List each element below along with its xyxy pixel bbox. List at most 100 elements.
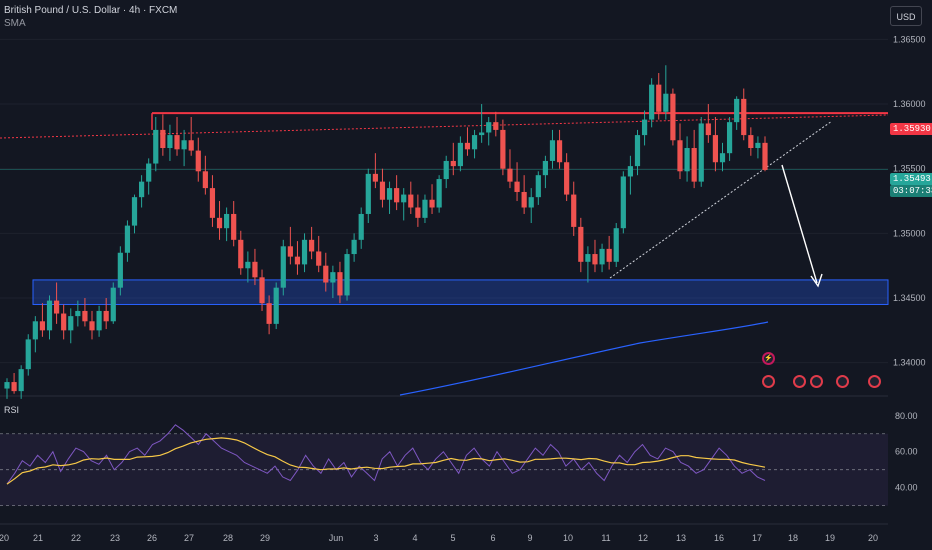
candle-body [238, 239, 244, 269]
candle-body [436, 179, 442, 208]
us-flag-icon[interactable] [810, 375, 823, 388]
candle-body [68, 316, 74, 331]
candle-body [486, 122, 492, 133]
candle-body [450, 160, 456, 167]
candle-body [96, 310, 102, 331]
sma-line [399, 321, 769, 396]
candle-body [202, 171, 208, 189]
candle-body [479, 132, 485, 136]
candle-body [422, 199, 428, 218]
price-axis-label: 1.36000 [893, 99, 926, 109]
candle-body [160, 129, 166, 149]
date-axis-label: 6 [490, 533, 495, 543]
date-axis-label: 27 [184, 533, 194, 543]
candle-body [741, 98, 747, 136]
candle-body [39, 321, 46, 331]
date-axis-label: 28 [223, 533, 233, 543]
date-axis-label: 9 [527, 533, 532, 543]
candle-body [401, 194, 407, 203]
candle-body [117, 252, 123, 288]
candle-body [344, 254, 350, 296]
candle-body [75, 310, 81, 317]
rsi-label[interactable]: RSI [4, 405, 20, 415]
rsi-axis-label: 40.00 [895, 483, 918, 493]
candle-body [337, 272, 343, 296]
price-axis-label: 1.35500 [893, 164, 926, 174]
candle-body [634, 135, 641, 167]
candle-body [712, 135, 719, 163]
candle-body [386, 188, 393, 200]
candle-body [18, 369, 24, 392]
rsi-axis-label: 60.00 [895, 447, 918, 457]
uk-flag-icon[interactable] [868, 375, 881, 388]
candle-body [32, 321, 38, 340]
candle-body [677, 140, 683, 172]
symbol-title[interactable]: British Pound / U.S. Dollar · 4h · FXCM [4, 5, 178, 16]
candle-body [131, 197, 138, 226]
candle-body [656, 84, 662, 112]
candle-body [195, 150, 201, 172]
candle-body [174, 135, 180, 150]
candle-body [358, 213, 364, 240]
candle-body [181, 140, 187, 150]
candle-body [61, 313, 67, 331]
candle-body [231, 213, 237, 240]
uk-flag-icon[interactable] [793, 375, 806, 388]
price-axis-label: 1.34500 [893, 293, 926, 303]
candle-body [535, 175, 541, 198]
date-axis-label: 29 [260, 533, 270, 543]
candle-body [372, 173, 378, 182]
candle-body [294, 256, 301, 265]
candle-body [351, 239, 357, 255]
candle-body [627, 166, 634, 177]
date-axis-label: 16 [714, 533, 724, 543]
candle-body [748, 135, 754, 149]
candle-body [670, 93, 676, 141]
date-axis-label: 22 [71, 533, 81, 543]
candle-body [719, 153, 726, 163]
projection-arrow-line [781, 164, 818, 284]
candle-body [408, 194, 414, 208]
candle-body [103, 310, 109, 322]
candle-body [252, 261, 258, 278]
candle-body [726, 122, 733, 154]
rsi-ma-line [6, 437, 766, 485]
candle-body [216, 217, 223, 229]
price-axis-label: 1.36500 [893, 34, 926, 44]
candle-body [443, 160, 449, 180]
us-flag-icon[interactable] [762, 375, 775, 388]
candle-body [493, 122, 499, 130]
date-axis-label: 4 [412, 533, 417, 543]
candle-body [464, 142, 471, 150]
candle-body [641, 119, 648, 136]
candle-body [542, 160, 548, 176]
uk-flag-icon[interactable] [836, 375, 849, 388]
candle-body [53, 300, 60, 314]
candle-body [663, 93, 669, 112]
currency-button[interactable]: USD [890, 6, 922, 26]
candle-body [564, 162, 570, 195]
date-axis-label: 20 [0, 533, 9, 543]
date-axis-label: 17 [752, 533, 762, 543]
price-axis-label: 1.35000 [893, 228, 926, 238]
date-axis-label: Jun [329, 533, 344, 543]
candle-body [188, 140, 194, 151]
candle-body [457, 142, 463, 167]
candle-body [606, 248, 612, 262]
candle-body [82, 310, 88, 322]
candle-body [4, 382, 10, 389]
indicator-label[interactable]: SMA [4, 18, 26, 29]
candle-body [110, 287, 116, 322]
candle-body [705, 123, 711, 136]
date-axis-label: 13 [676, 533, 686, 543]
candle-body [138, 181, 145, 198]
support-zone [32, 279, 889, 305]
candle-body [592, 254, 598, 265]
candle-body [514, 181, 520, 192]
candle-body [153, 129, 159, 164]
candle-body [691, 148, 697, 182]
candle-body [471, 135, 478, 150]
flash-icon[interactable]: ⚡ [762, 352, 775, 365]
